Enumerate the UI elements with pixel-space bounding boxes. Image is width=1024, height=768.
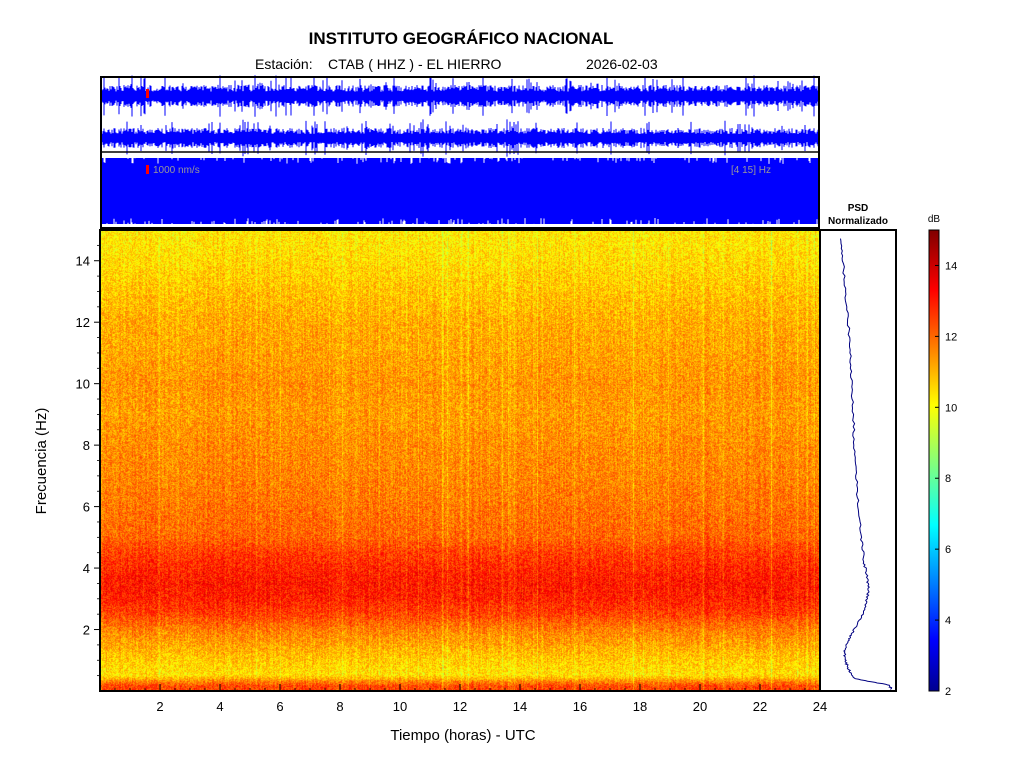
x-tick-label: 12 xyxy=(453,699,467,714)
amplitude-scale-marker-2 xyxy=(146,165,149,174)
y-tick-label: 10 xyxy=(76,377,90,392)
y-tick-label: 4 xyxy=(83,561,90,576)
colorbar-tick-label: 2 xyxy=(945,686,951,698)
colorbar-tick-label: 6 xyxy=(945,544,951,556)
colorbar-tick-label: 12 xyxy=(945,331,957,343)
x-tick-label: 22 xyxy=(753,699,767,714)
colorbar-tick-label: 10 xyxy=(945,402,957,414)
x-tick-label: 20 xyxy=(693,699,707,714)
psd-background xyxy=(820,230,896,691)
x-tick-label: 8 xyxy=(336,699,343,714)
colorbar: dB 2 4 6 8 10 12 14 xyxy=(928,214,957,698)
colorbar-gradient xyxy=(929,230,939,691)
colorbar-frame xyxy=(928,229,940,692)
station-date: 2026-02-03 xyxy=(586,56,658,72)
x-tick-label: 4 xyxy=(216,699,223,714)
psd-subtitle: Normalizado xyxy=(828,216,888,227)
station-name: CTAB ( HHZ ) - EL HIERRO xyxy=(328,56,502,72)
colorbar-tick-label: 4 xyxy=(945,615,951,627)
x-tick-label: 14 xyxy=(513,699,527,714)
spectrogram-image xyxy=(100,230,820,691)
y-tick-label: 14 xyxy=(76,254,90,269)
colorbar-unit: dB xyxy=(928,214,941,225)
y-tick-label: 6 xyxy=(83,500,90,515)
figure-title: INSTITUTO GEOGRÁFICO NACIONAL xyxy=(309,29,614,48)
psd-frame xyxy=(819,229,897,692)
psd-title: PSD xyxy=(848,203,869,214)
colorbar-tick-label: 14 xyxy=(945,260,957,272)
amplitude-scale-marker xyxy=(146,89,149,98)
station-label: Estación: xyxy=(255,56,313,72)
x-axis-label: Tiempo (horas) - UTC xyxy=(390,727,535,744)
colorbar-tick-label: 8 xyxy=(945,473,951,485)
x-tick-label: 18 xyxy=(633,699,647,714)
seismogram-panel: 1000 nm/s [4 15] Hz xyxy=(100,75,820,229)
psd-panel: PSD Normalizado xyxy=(819,203,897,692)
y-tick-label: 8 xyxy=(83,438,90,453)
psd-curve xyxy=(840,238,893,690)
seismogram-filtered-trace xyxy=(101,158,819,224)
y-axis-label: Frecuencia (Hz) xyxy=(33,408,50,515)
x-tick-label: 2 xyxy=(156,699,163,714)
x-tick-label: 24 xyxy=(813,699,827,714)
amplitude-scale-label: 1000 nm/s xyxy=(153,165,200,176)
filter-band-label: [4 15] Hz xyxy=(731,165,771,176)
x-tick-label: 16 xyxy=(573,699,587,714)
y-tick-label: 12 xyxy=(76,315,90,330)
x-tick-label: 6 xyxy=(276,699,283,714)
x-tick-label: 10 xyxy=(393,699,407,714)
colorbar-ticks: 2 4 6 8 10 12 14 xyxy=(935,260,957,698)
y-tick-label: 2 xyxy=(83,623,90,638)
seismogram-frame xyxy=(100,76,820,229)
